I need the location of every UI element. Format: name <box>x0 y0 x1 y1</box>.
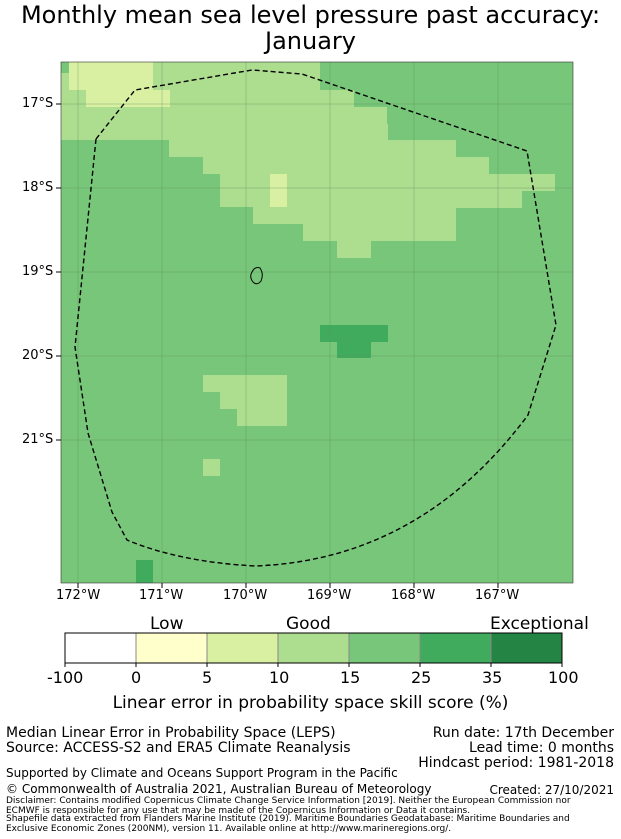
eez-boundary <box>74 69 557 567</box>
category-exceptional: Exceptional <box>490 614 589 634</box>
skill-cell-10-15 <box>337 107 354 124</box>
copyright-text: © Commonwealth of Australia 2021, Austra… <box>6 782 432 796</box>
lon-ticks <box>77 583 499 588</box>
metric-text: Median Linear Error in Probability Space… <box>6 725 336 741</box>
lat-label: 20°S <box>22 348 54 363</box>
skill-cell-15-25 <box>320 62 573 90</box>
skill-cell-10-15 <box>303 140 456 241</box>
colorbar-tick: 35 <box>482 668 503 687</box>
title-line-1: Monthly mean sea level pressure past acc… <box>20 1 601 29</box>
lon-label: 169°W <box>307 588 352 603</box>
lat-label: 18°S <box>22 180 54 195</box>
lead-time: Lead time: 0 months <box>469 740 614 756</box>
colorbar-segment-5-10 <box>207 633 278 663</box>
disclaimer-line-1: Disclaimer: Contains modified Copernicus… <box>6 796 571 806</box>
skill-cell-10-15 <box>337 241 371 258</box>
skill-cell-15-25 <box>61 62 69 73</box>
colorbar <box>64 632 563 667</box>
skill-cell-10-15 <box>220 392 287 409</box>
disclaimer-line-2: ECMWF is responsible for any use that ma… <box>6 806 471 816</box>
colorbar-tick: 5 <box>202 668 213 687</box>
category-good: Good <box>286 614 331 634</box>
source-text: Source: ACCESS-S2 and ERA5 Climate Reana… <box>6 740 351 756</box>
lon-label: 171°W <box>139 588 184 603</box>
lon-label: 172°W <box>56 588 101 603</box>
colorbar-segment-0-5 <box>136 633 207 663</box>
colorbar-tick: -100 <box>47 668 84 687</box>
skill-cell-5-10 <box>69 62 153 90</box>
run-date: Run date: 17th December <box>432 725 614 741</box>
lon-label: 168°W <box>391 588 436 603</box>
lon-label: 170°W <box>223 588 268 603</box>
colorbar-tick: 100 <box>548 668 579 687</box>
lat-label: 19°S <box>22 264 54 279</box>
skill-cell-10-15 <box>489 174 555 191</box>
skill-cell-10-15 <box>489 191 522 208</box>
colorbar-segment-10-15 <box>278 633 349 663</box>
hindcast-period: Hindcast period: 1981-2018 <box>418 755 614 771</box>
colorbar-tick: 15 <box>340 668 361 687</box>
lat-label: 21°S <box>22 432 54 447</box>
skill-cell-10-15 <box>203 459 220 476</box>
skill-cell-10-15 <box>354 124 388 141</box>
skill-cell-25-35 <box>320 325 388 342</box>
colorbar-segment-15-25 <box>349 633 420 663</box>
colorbar-tick: 0 <box>131 668 142 687</box>
support-text: Supported by Climate and Oceans Support … <box>6 766 398 780</box>
colorbar-label: Linear error in probability space skill … <box>112 693 509 713</box>
colorbar-segment-25-35 <box>420 633 491 663</box>
skill-cell-25-35 <box>136 560 153 583</box>
colorbar-tick: 25 <box>411 668 432 687</box>
skill-cell-10-15 <box>456 157 489 208</box>
island-outline <box>250 267 263 285</box>
lat-ticks <box>56 103 61 441</box>
skill-cell-10-15 <box>320 90 337 107</box>
shapefile-line-1: Shapefile data extracted from Flanders M… <box>6 814 570 824</box>
map-cells <box>61 62 573 583</box>
colorbar-segment-35-100 <box>491 633 562 663</box>
lat-label: 17°S <box>22 96 54 111</box>
colorbar-tick: 10 <box>269 668 290 687</box>
colorbar-frame <box>64 632 563 664</box>
colorbar-segment-low <box>65 633 136 663</box>
skill-cell-10-15 <box>237 409 287 426</box>
created-date: Created: 27/10/2021 <box>489 783 614 797</box>
map-frame <box>60 61 574 584</box>
title-line-2: January <box>265 27 356 55</box>
category-low: Low <box>150 614 184 634</box>
skill-cell-10-15 <box>203 375 287 392</box>
lon-label: 167°W <box>475 588 520 603</box>
skill-cell-25-35 <box>337 342 371 358</box>
skill-cell-5-10 <box>270 174 287 207</box>
shapefile-line-2: Exclusive Economic Zones (200NM), versio… <box>6 824 452 834</box>
